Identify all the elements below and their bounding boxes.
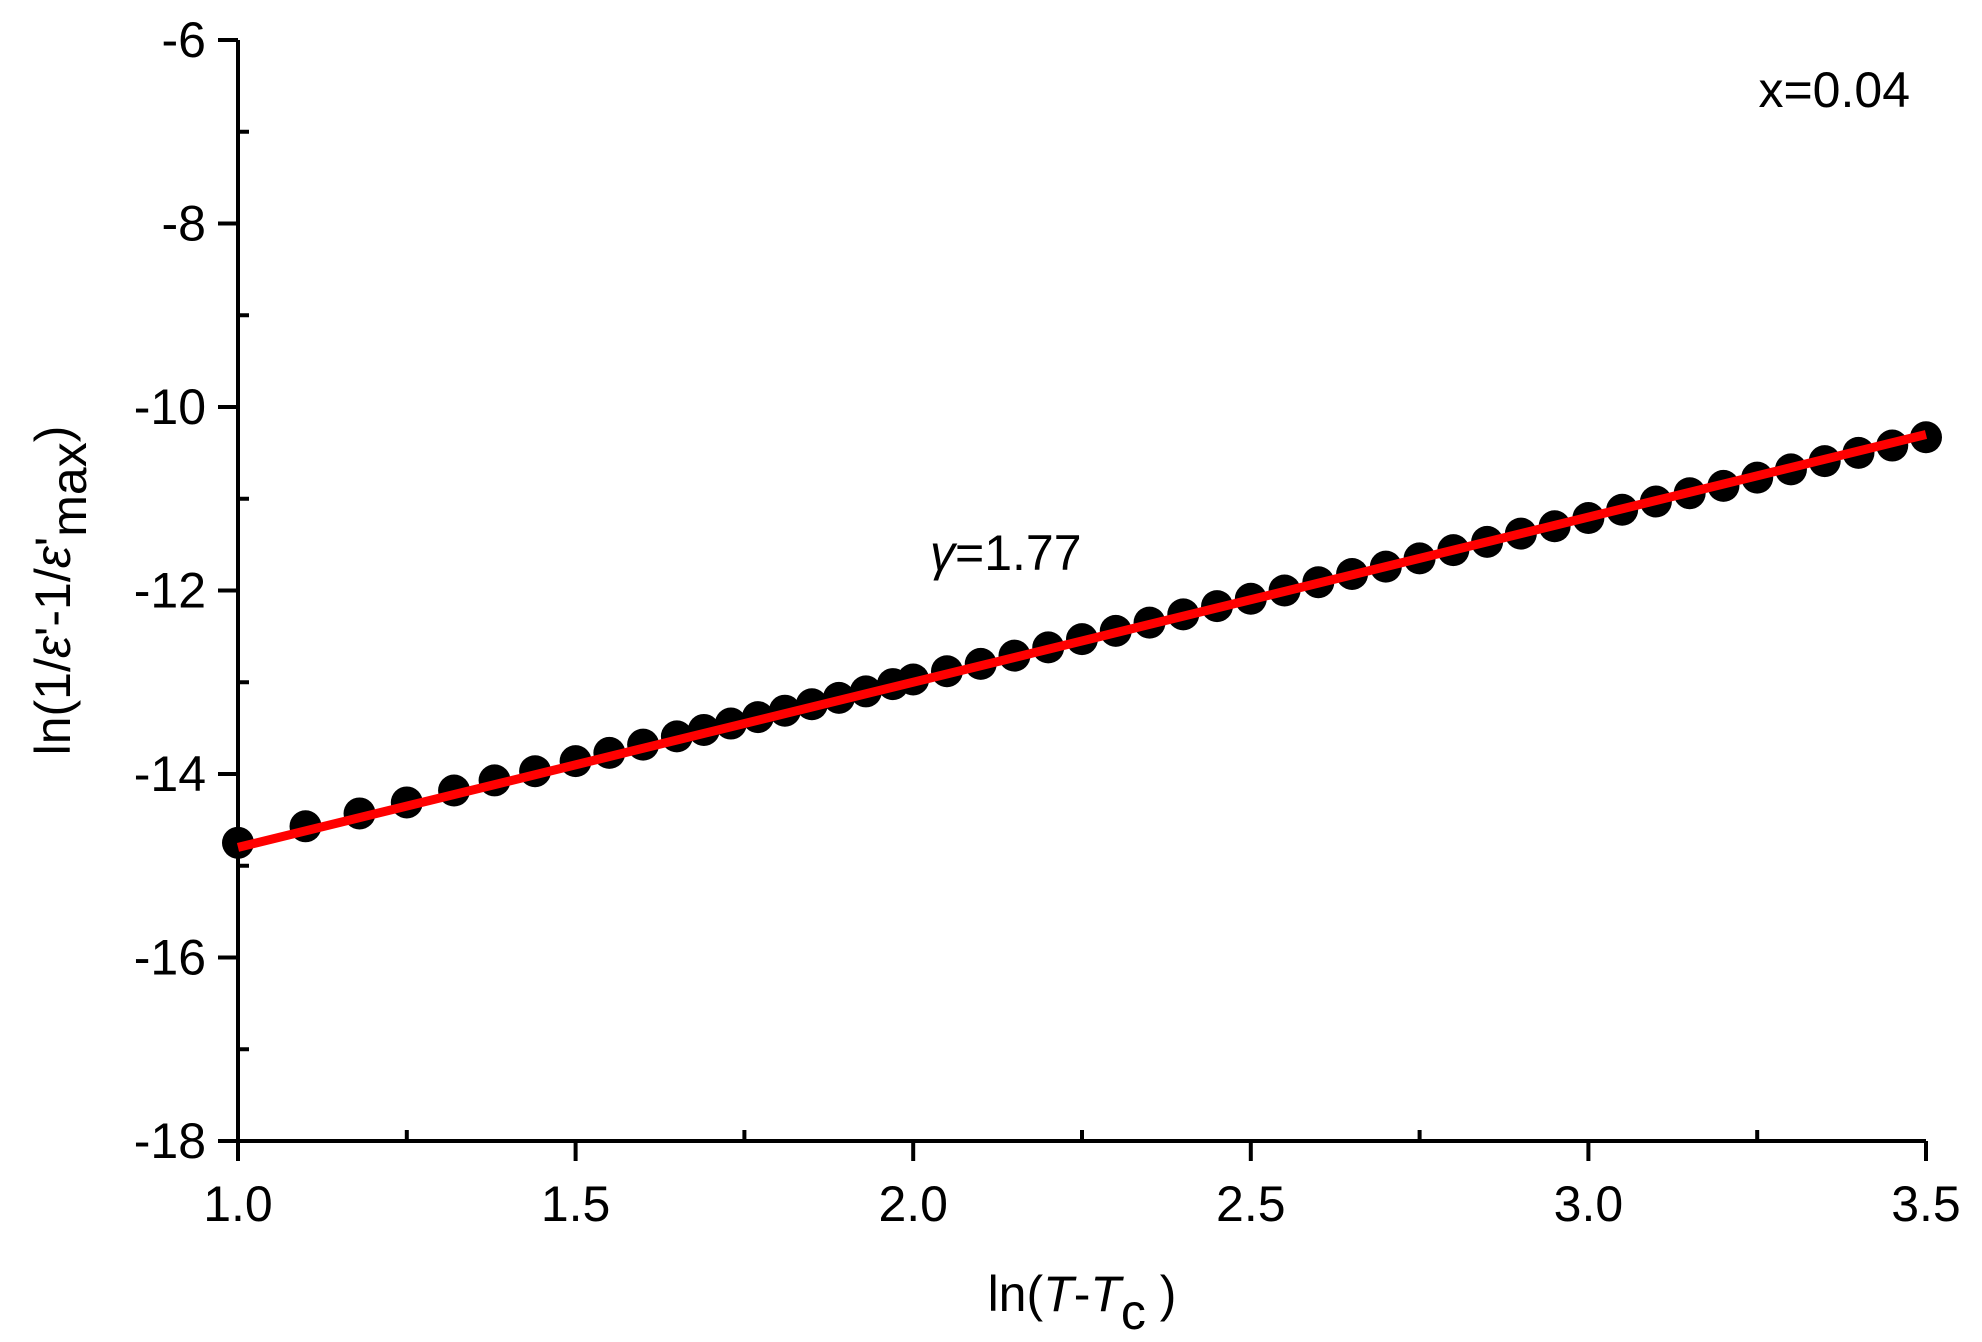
y-axis-title: ln(1/ε'-1/ε'max): [25, 426, 97, 756]
label-part: ε: [25, 545, 81, 568]
x-tick-label: 1.0: [203, 1176, 273, 1232]
y-tick-label: -8: [162, 196, 206, 252]
label-part: ): [25, 426, 81, 443]
x-tick-label: 3.5: [1891, 1176, 1961, 1232]
y-tick-label: -16: [134, 930, 206, 986]
label-part: c: [1121, 1284, 1146, 1340]
label-part: T: [1090, 1266, 1124, 1322]
y-tick-label: -14: [134, 746, 206, 802]
label-part: '-1/: [25, 568, 81, 636]
label-part: ': [25, 537, 81, 547]
label-part: =1.77: [955, 525, 1082, 581]
label-part: -: [1074, 1266, 1091, 1322]
label-part: max: [41, 442, 97, 536]
label-part: x=0.04: [1758, 62, 1910, 118]
x-axis-title: ln(T-Tc ): [988, 1266, 1177, 1340]
y-tick-label: -12: [134, 563, 206, 619]
y-tick-label: -6: [162, 12, 206, 68]
label-part: ε: [25, 635, 81, 658]
y-tick-label: -10: [134, 379, 206, 435]
fit-line: [236, 430, 1928, 852]
x-tick-label: 3.0: [1554, 1176, 1624, 1232]
x-tick-label: 1.5: [541, 1176, 611, 1232]
label-part: ln(1/: [25, 658, 81, 755]
annotation: x=0.04: [1758, 62, 1910, 118]
x-tick-label: 2.5: [1216, 1176, 1286, 1232]
label-part: γ: [930, 525, 958, 581]
label-part: ): [1146, 1266, 1177, 1322]
annotation: γ=1.77: [930, 525, 1082, 581]
y-tick-label: -18: [134, 1113, 206, 1169]
label-part: T: [1043, 1266, 1077, 1322]
label-part: ln(: [988, 1266, 1044, 1322]
x-tick-label: 2.0: [878, 1176, 948, 1232]
